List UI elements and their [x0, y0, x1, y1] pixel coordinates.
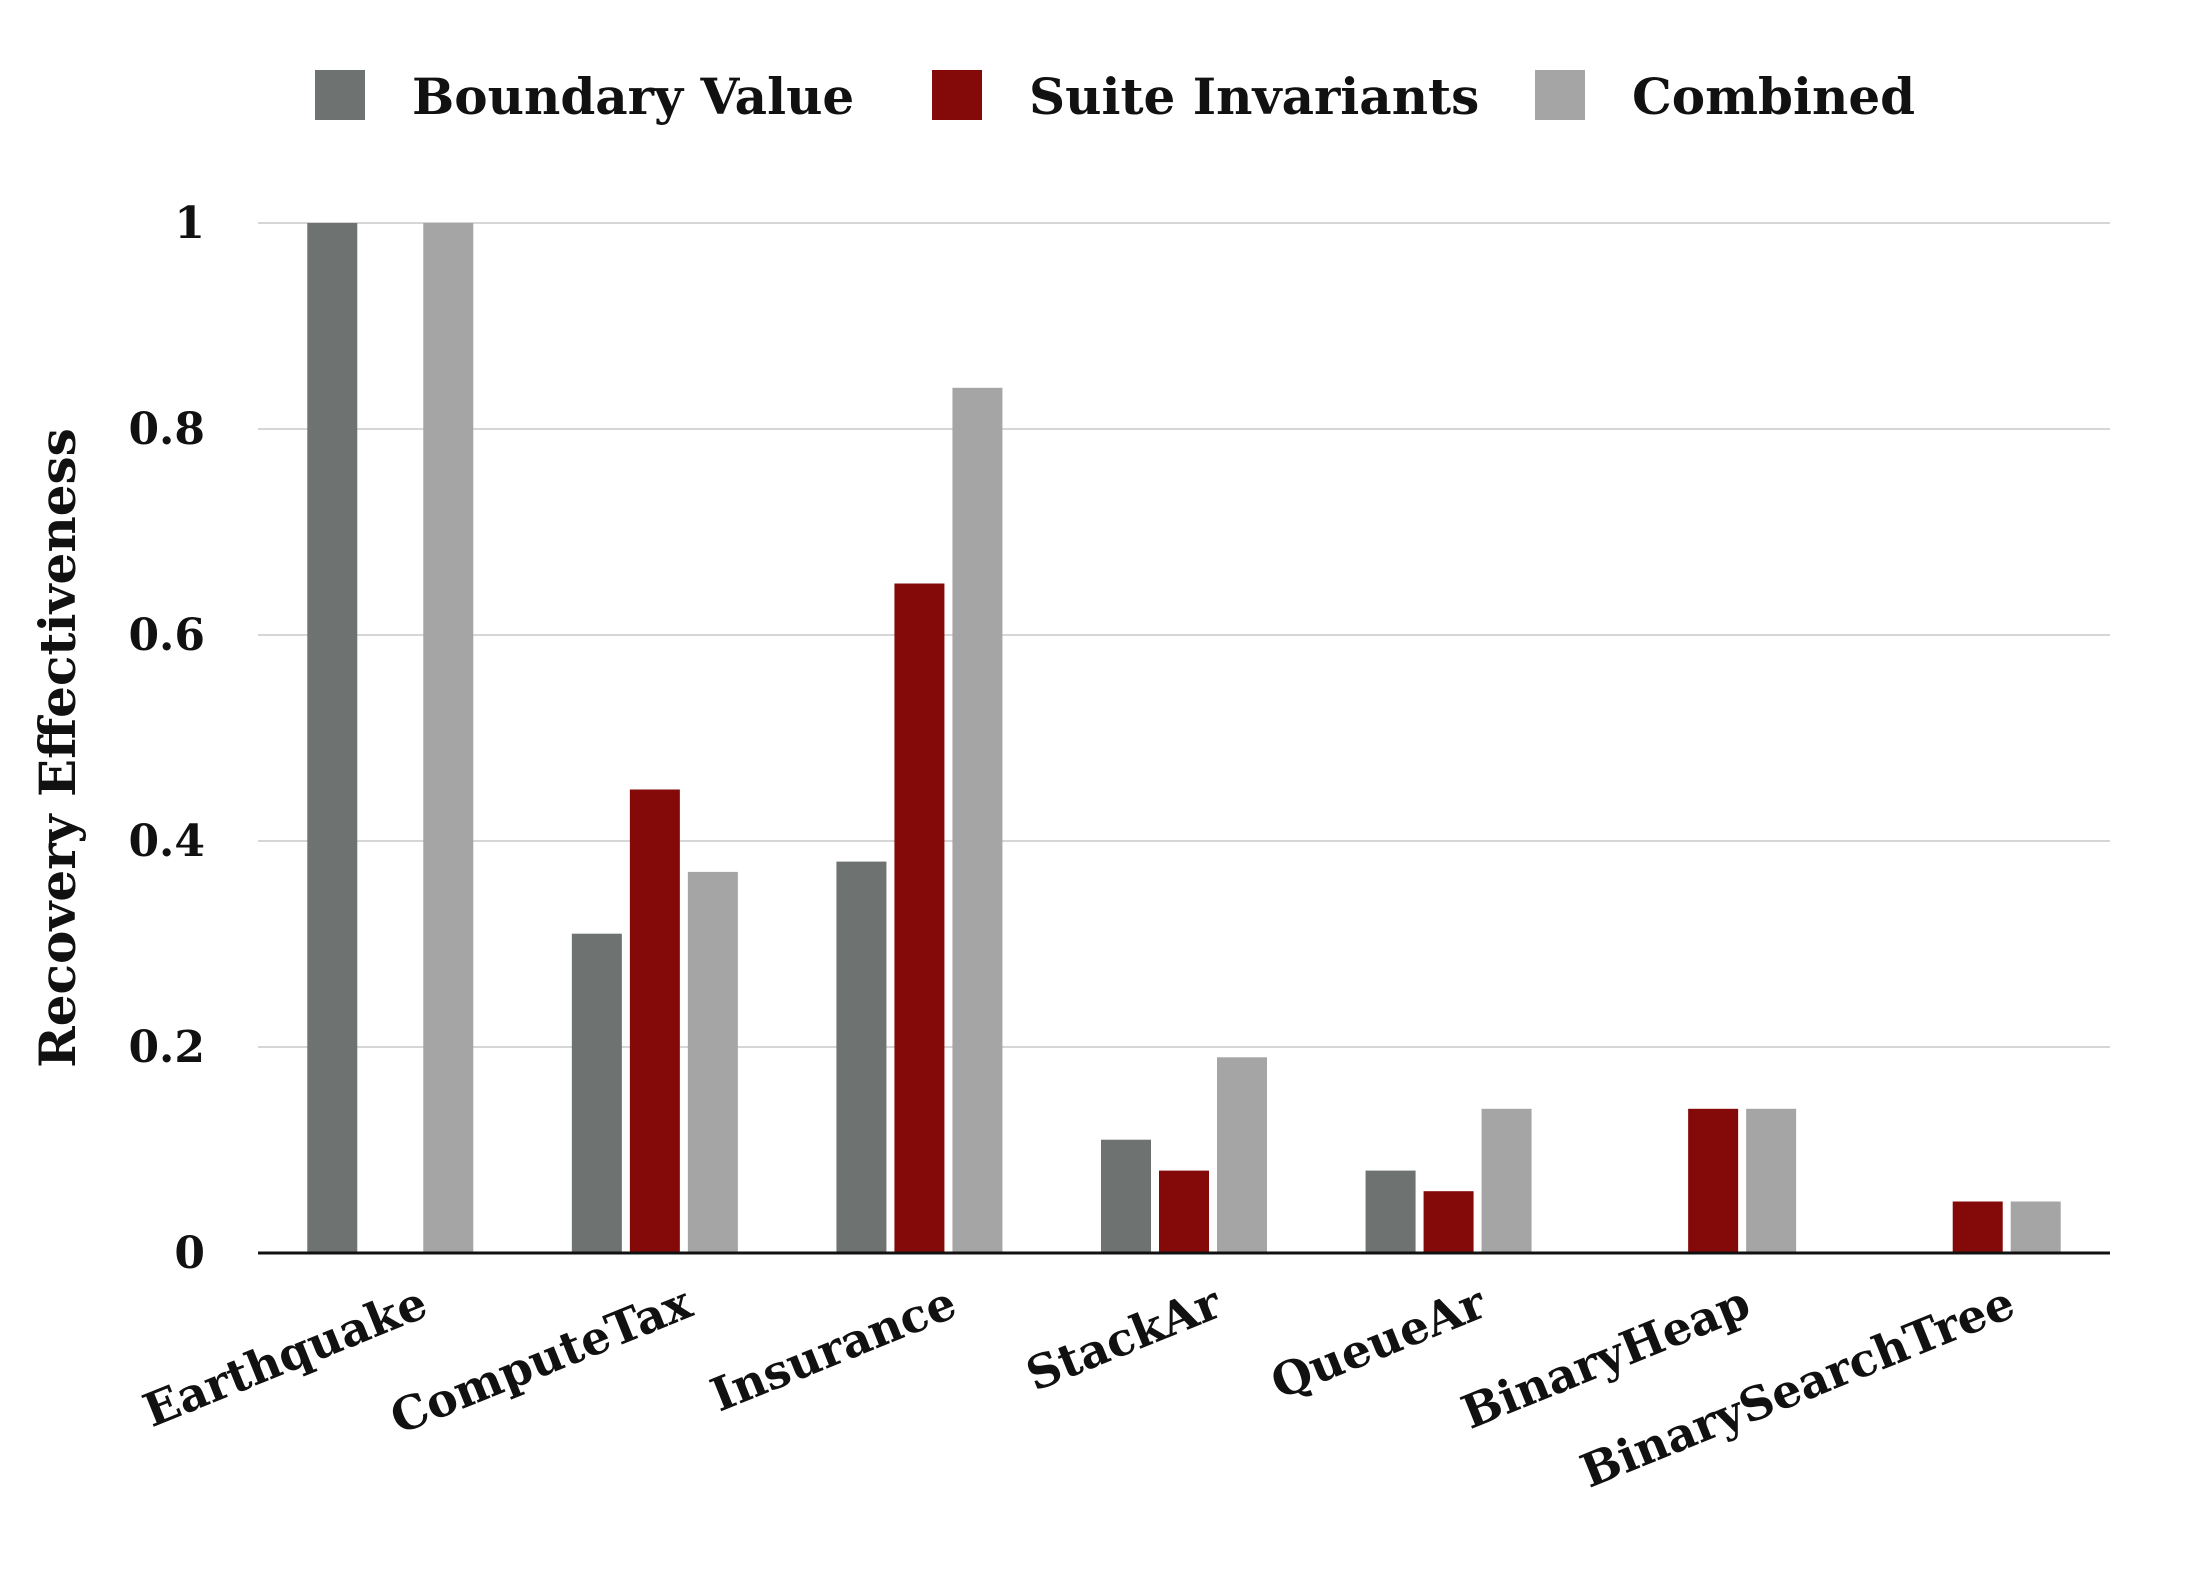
bars: [307, 223, 2061, 1253]
y-tick-label: 0.4: [128, 816, 205, 867]
bar: [687, 871, 738, 1253]
x-category-label: ComputeTax: [383, 1275, 700, 1445]
legend-label: Boundary Value: [412, 67, 854, 126]
y-tick-label: 0.6: [128, 610, 205, 661]
bar: [1159, 1170, 1209, 1253]
legend-swatch: [315, 70, 365, 120]
legend-label: Suite Invariants: [1029, 67, 1479, 126]
bar: [1365, 1170, 1416, 1253]
bar: [1688, 1108, 1739, 1253]
bar: [1101, 1139, 1151, 1253]
bar: [629, 789, 680, 1253]
y-tick-label: 0.8: [128, 404, 205, 455]
bar: [1952, 1201, 2003, 1253]
bar: [952, 387, 1003, 1253]
bar: [1481, 1108, 1532, 1253]
legend-swatch: [1535, 70, 1585, 120]
x-category-label: Insurance: [703, 1275, 963, 1422]
bar: [1423, 1191, 1474, 1253]
y-tick-label: 0.2: [128, 1022, 205, 1073]
bar: [571, 933, 622, 1253]
y-tick-label: 1: [174, 198, 205, 249]
x-category-label: StackAr: [1019, 1275, 1229, 1402]
gridlines: [258, 222, 2110, 1048]
bar: [836, 861, 887, 1253]
bar: [307, 223, 358, 1253]
x-category-label: BinarySearchTree: [1573, 1275, 2022, 1498]
y-tick-label: 0: [174, 1228, 205, 1279]
legend-label: Combined: [1632, 67, 1915, 126]
legend-swatch: [932, 70, 982, 120]
legend: Boundary Value Suite Invariants Combined: [315, 67, 1915, 126]
bar: [1746, 1108, 1797, 1253]
bar: [1217, 1057, 1267, 1253]
bar: [2010, 1201, 2061, 1253]
bar: [894, 583, 945, 1253]
y-axis-ticks: 0 0.2 0.4 0.6 0.8 1: [128, 198, 205, 1279]
y-axis-title: Recovery Effectiveness: [28, 428, 87, 1068]
bar: [423, 223, 474, 1253]
